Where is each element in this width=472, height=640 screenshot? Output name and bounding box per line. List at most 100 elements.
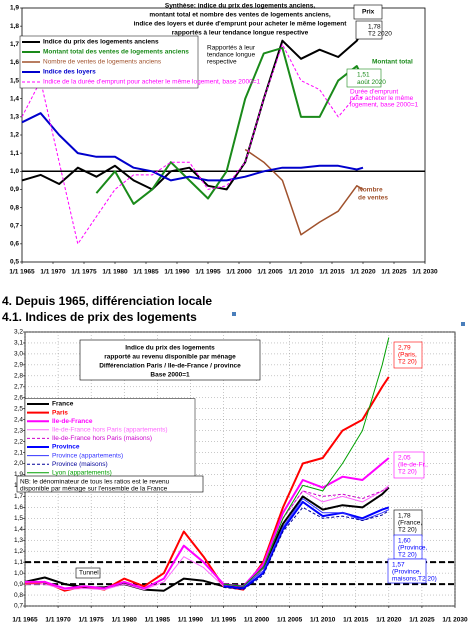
series-line: [95, 46, 364, 205]
annotation: T2 20): [398, 469, 417, 476]
legend-label: Indice de la durée d'emprunt pour achete…: [43, 79, 261, 86]
selection-handle: [461, 322, 465, 326]
y-tick-label: 0,5: [10, 259, 19, 266]
annotation: Rapportés à leur: [207, 45, 256, 52]
x-tick-label: 1/1 1965: [9, 269, 35, 276]
annotation: août 2020: [357, 79, 386, 86]
y-tick-label: 3,0: [14, 351, 23, 358]
y-tick-label: 1,2: [14, 548, 23, 555]
legend-label: Indice du prix des logements anciens: [43, 39, 159, 46]
y-tick-label: 1,6: [10, 59, 19, 66]
x-tick-label: 1/1 2000: [244, 617, 270, 624]
chart-title: indice des loyers et durée d'emprunt pou…: [134, 21, 348, 28]
annotation-box: [393, 534, 423, 560]
annotation: (Ile-de-Fr.,: [398, 462, 428, 469]
y-tick-label: 1,3: [10, 114, 19, 121]
annotation: (France,: [398, 520, 422, 527]
annotation: 1,57: [392, 562, 405, 569]
x-tick-label: 1/1 2030: [412, 269, 438, 276]
series-line: [21, 29, 364, 191]
y-tick-label: 1,5: [14, 515, 23, 522]
legend-label: Province: [52, 444, 80, 451]
y-tick-label: 1,9: [14, 471, 23, 478]
x-tick-label: 1/1 1985: [133, 269, 159, 276]
x-tick-label: 1/1 2015: [319, 269, 345, 276]
legend-label: Indice des loyers: [43, 69, 96, 76]
y-tick-label: 2,4: [14, 416, 23, 423]
annotation-box: [75, 567, 101, 579]
y-tick-label: 1,5: [10, 77, 19, 84]
series-line: [223, 337, 390, 587]
y-tick-label: 2,0: [14, 460, 23, 467]
y-tick-label: 1,4: [10, 95, 19, 102]
y-tick-label: 0,6: [10, 241, 19, 248]
annotation: 1,60: [398, 538, 411, 545]
chart-title: rapporté au revenu disponible par ménage: [104, 354, 236, 361]
y-tick-label: 0,8: [10, 204, 19, 211]
title-box: [79, 339, 261, 381]
y-tick-label: 1,0: [10, 168, 19, 175]
legend-label: Montant total des ventes de logements an…: [43, 49, 189, 56]
chart-title: Base 2000=1: [150, 372, 190, 379]
annotation: pour acheter le même: [350, 95, 414, 102]
legend-label: Province (appartements): [52, 452, 123, 459]
x-tick-label: 1/1 1980: [112, 617, 138, 624]
annotation-box: [16, 475, 204, 493]
annotation: (Province,: [392, 569, 421, 576]
y-tick-label: 2,5: [14, 405, 23, 412]
annotation: 1,78: [398, 513, 411, 520]
x-tick-label: 1/1 2025: [381, 269, 407, 276]
y-tick-label: 1,4: [14, 526, 23, 533]
x-tick-label: 1/1 1990: [164, 269, 190, 276]
annotation: 2,05: [398, 455, 411, 462]
annotation: de ventes: [358, 195, 388, 202]
y-tick-label: 0,8: [14, 592, 23, 599]
x-tick-label: 1/1 2015: [343, 617, 369, 624]
y-tick-label: 1,1: [14, 559, 23, 566]
x-tick-label: 1/1 1995: [211, 617, 237, 624]
y-tick-label: 2,3: [14, 427, 23, 434]
annotation: Prix: [362, 9, 375, 16]
y-tick-label: 1,0: [14, 570, 23, 577]
legend-label: Province (maisons): [52, 461, 108, 468]
x-tick-label: 1/1 1995: [195, 269, 221, 276]
y-tick-label: 0,7: [10, 222, 19, 229]
x-tick-label: 1/1 2005: [277, 617, 303, 624]
annotation-box: [393, 451, 425, 479]
annotation: maisons,T2 20): [392, 576, 437, 583]
series-line: [223, 506, 390, 591]
y-tick-label: 1,2: [10, 132, 19, 139]
x-tick-label: 1/1 1990: [178, 617, 204, 624]
annotation: Nombre: [358, 187, 383, 194]
annotation: tendance longue: [207, 52, 255, 59]
y-tick-label: 2,2: [14, 438, 23, 445]
x-tick-label: 1/1 1970: [45, 617, 71, 624]
x-tick-label: 1/1 1970: [40, 269, 66, 276]
y-tick-label: 0,9: [10, 186, 19, 193]
annotation: T2 20): [398, 359, 417, 366]
chart-title: Synthèse: indice du prix des logements a…: [165, 3, 315, 10]
series-line: [25, 485, 390, 591]
chart-title: Indice du prix des logements: [125, 345, 215, 352]
series-line: [223, 498, 390, 587]
y-tick-label: 2,6: [14, 394, 23, 401]
y-tick-label: 3,1: [14, 340, 23, 347]
annotation: Tunnel: [79, 570, 99, 577]
y-tick-label: 1,6: [14, 504, 23, 511]
legend-box: [24, 398, 196, 479]
x-tick-label: 1/1 1985: [145, 617, 171, 624]
y-tick-label: 1,9: [10, 5, 19, 12]
legend-label: France: [52, 401, 74, 408]
y-tick-label: 0,9: [14, 581, 23, 588]
legend-label: Nombre de ventes de logements anciens: [43, 59, 162, 66]
y-tick-label: 2,8: [14, 373, 23, 380]
annotation: T2 20): [398, 552, 417, 559]
series-line: [25, 457, 390, 590]
annotation: Durée d'emprunt: [350, 89, 398, 96]
y-tick-label: 2,7: [14, 384, 23, 391]
y-tick-label: 1,3: [14, 537, 23, 544]
legend-label: Ile-de-France: [52, 418, 93, 425]
legend-label: Ile-de-France hors Paris (appartements): [52, 427, 168, 434]
chart-title: rapportés à leur tendance longue respect…: [172, 30, 309, 37]
